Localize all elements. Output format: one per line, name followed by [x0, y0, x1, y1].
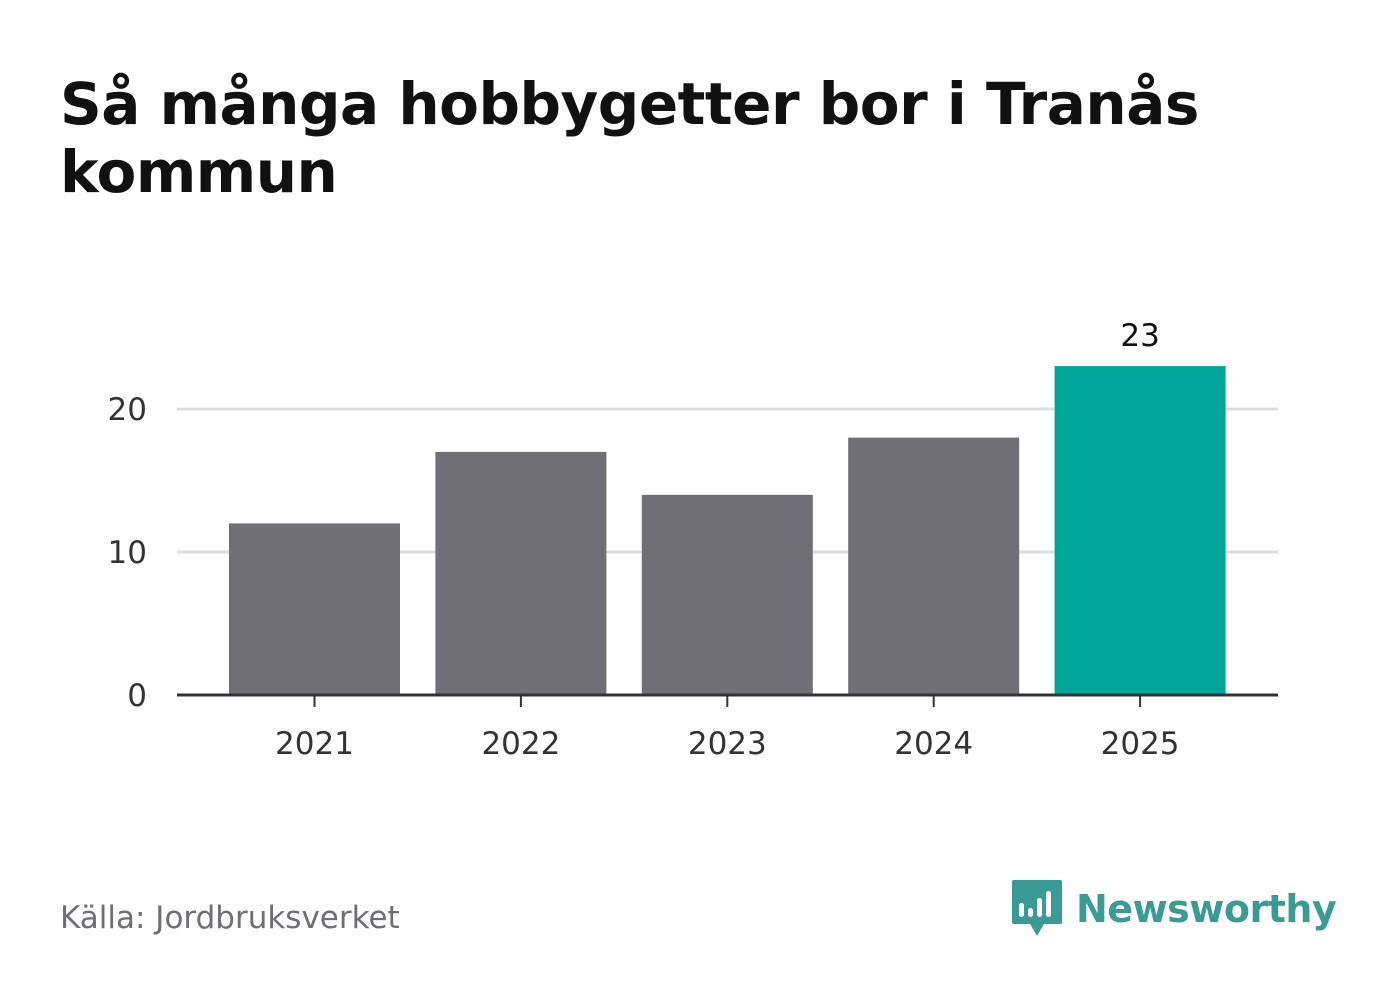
- chart-title: Så många hobbygetter bor i Tranås kommun: [60, 70, 1199, 206]
- y-axis-ticks: 0 10 20: [108, 392, 147, 714]
- x-tick-label: 2021: [275, 726, 354, 762]
- brand-logo: Newsworthy: [1010, 878, 1337, 940]
- bar: [848, 437, 1020, 695]
- data-labels: 23: [1120, 318, 1159, 354]
- x-tick-label: 2023: [688, 726, 767, 762]
- bar: [1054, 366, 1226, 695]
- bar: [435, 451, 607, 695]
- newsworthy-logo-icon: [1012, 880, 1062, 936]
- x-tick-label: 2025: [1101, 726, 1180, 762]
- y-tick-label: 0: [127, 678, 147, 714]
- brand-name: Newsworthy: [1076, 887, 1337, 931]
- bars: [229, 366, 1226, 695]
- source-note: Källa: Jordbruksverket: [60, 900, 400, 936]
- bar: [229, 523, 400, 695]
- bar: [641, 494, 813, 695]
- x-tick-label: 2022: [481, 726, 560, 762]
- x-axis-ticks: 2021 2022 2023 2024 2025: [275, 695, 1180, 762]
- data-label: 23: [1120, 318, 1159, 354]
- y-tick-label: 10: [108, 535, 147, 571]
- y-tick-label: 20: [108, 392, 147, 428]
- x-tick-label: 2024: [894, 726, 973, 762]
